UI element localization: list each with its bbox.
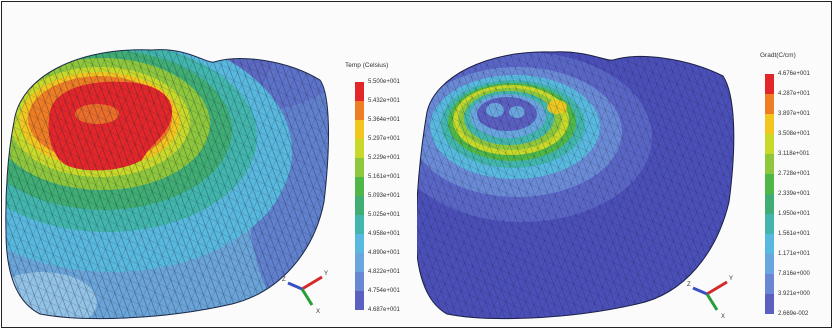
legend-label: 5.161e+001	[368, 174, 400, 180]
legend-label: 4.287e+001	[778, 91, 810, 97]
legend-label: 2.339e+001	[778, 191, 810, 197]
gradient-mesh: Y X Z	[417, 51, 735, 320]
colorbar-segment	[765, 174, 774, 194]
triad-label-y: Y	[729, 276, 733, 282]
colorbar-segment	[765, 294, 774, 314]
z-axis-arrow	[287, 281, 303, 291]
legend-label: 4.890e+001	[368, 250, 400, 256]
x-axis-arrow	[301, 275, 323, 291]
colorbar-segment	[355, 139, 364, 158]
colorbar-segment	[355, 215, 364, 234]
legend-label: 5.432e+001	[368, 98, 400, 104]
triad-label-y: Y	[324, 271, 328, 277]
colorbar-segment	[355, 272, 364, 291]
legend-label: 4.754e+001	[368, 288, 400, 294]
legend-label: 3.921e+000	[778, 291, 810, 297]
colorbar-segment	[355, 291, 364, 310]
colorbar-segment	[355, 177, 364, 196]
colorbar-segment	[765, 154, 774, 174]
colorbar-segment	[765, 134, 774, 154]
y-axis-arrow	[705, 293, 719, 311]
axis-triad: Y X Z	[687, 276, 733, 320]
colorbar-segment	[765, 234, 774, 254]
legend-label: 5.364e+001	[368, 117, 400, 123]
gradient-panel: Y X Z Gradt(C/cm) 4.676e+001 4.287e+001 3.…	[417, 2, 832, 329]
temperature-mesh: Y X Z	[5, 49, 330, 320]
triad-label-x: X	[316, 309, 320, 315]
colorbar-segment	[355, 234, 364, 253]
legend-label: 5.500e+001	[368, 79, 400, 85]
legend-label: 5.297e+001	[368, 136, 400, 142]
colorbar-segment	[765, 214, 774, 234]
legend-label: 4.687e+001	[368, 307, 400, 313]
legend-label: 4.958e+001	[368, 231, 400, 237]
colorbar-segment	[765, 94, 774, 114]
legend-label: 2.669e-002	[778, 311, 809, 317]
colorbar-segment	[355, 196, 364, 215]
colorbar-segment	[765, 74, 774, 94]
colorbar-segment	[355, 158, 364, 177]
triad-label-z: Z	[687, 282, 691, 288]
temperature-legend-title: Temp (Celsius)	[345, 62, 389, 69]
legend-label: 3.897e+001	[778, 111, 810, 117]
colorbar-segment	[765, 114, 774, 134]
gradient-legend-title: Gradt(C/cm)	[760, 52, 796, 59]
legend-label: 5.093e+001	[368, 193, 400, 199]
x-axis-arrow	[706, 280, 728, 296]
temperature-panel: Y X Z Temp (Celsius) 5.500e+001 5.432e+00…	[2, 2, 417, 329]
colorbar-segment	[765, 274, 774, 294]
temperature-colorbar	[355, 82, 364, 310]
legend-label: 4.822e+001	[368, 269, 400, 275]
legend-label: 5.025e+001	[368, 212, 400, 218]
legend-label: 1.171e+001	[778, 251, 810, 257]
legend-label: 2.728e+001	[778, 171, 810, 177]
colorbar-segment	[355, 101, 364, 120]
y-axis-arrow	[300, 288, 314, 306]
triad-label-x: X	[721, 314, 725, 320]
gradient-colorbar	[765, 74, 774, 314]
legend-label: 4.676e+001	[778, 71, 810, 77]
colorbar-segment	[765, 254, 774, 274]
axis-triad: Y X Z	[282, 271, 328, 315]
legend-label: 3.118e+001	[778, 151, 810, 157]
colorbar-segment	[355, 253, 364, 272]
legend-label: 7.816e+000	[778, 271, 810, 277]
colorbar-segment	[355, 120, 364, 139]
legend-label: 5.229e+001	[368, 155, 400, 161]
legend-label: 1.561e+001	[778, 231, 810, 237]
legend-label: 1.950e+001	[778, 211, 810, 217]
triad-label-z: Z	[282, 277, 286, 283]
legend-label: 3.508e+001	[778, 131, 810, 137]
z-axis-arrow	[692, 286, 708, 296]
colorbar-segment	[765, 194, 774, 214]
colorbar-segment	[355, 82, 364, 101]
